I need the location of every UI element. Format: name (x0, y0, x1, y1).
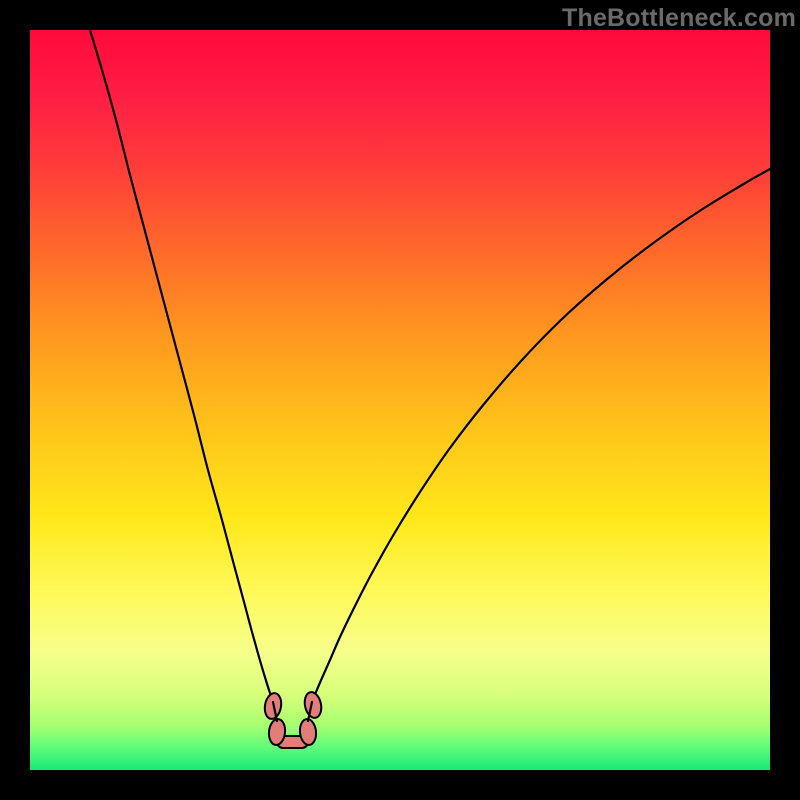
watermark-text: TheBottleneck.com (562, 4, 796, 33)
bottleneck-curve (30, 30, 770, 770)
right-branch (312, 169, 770, 702)
stage: TheBottleneck.com (0, 0, 800, 800)
bottom-connector (268, 718, 318, 748)
left-branch (90, 30, 273, 702)
curve-endpoint-marker (302, 691, 323, 720)
plot-area (30, 30, 770, 770)
